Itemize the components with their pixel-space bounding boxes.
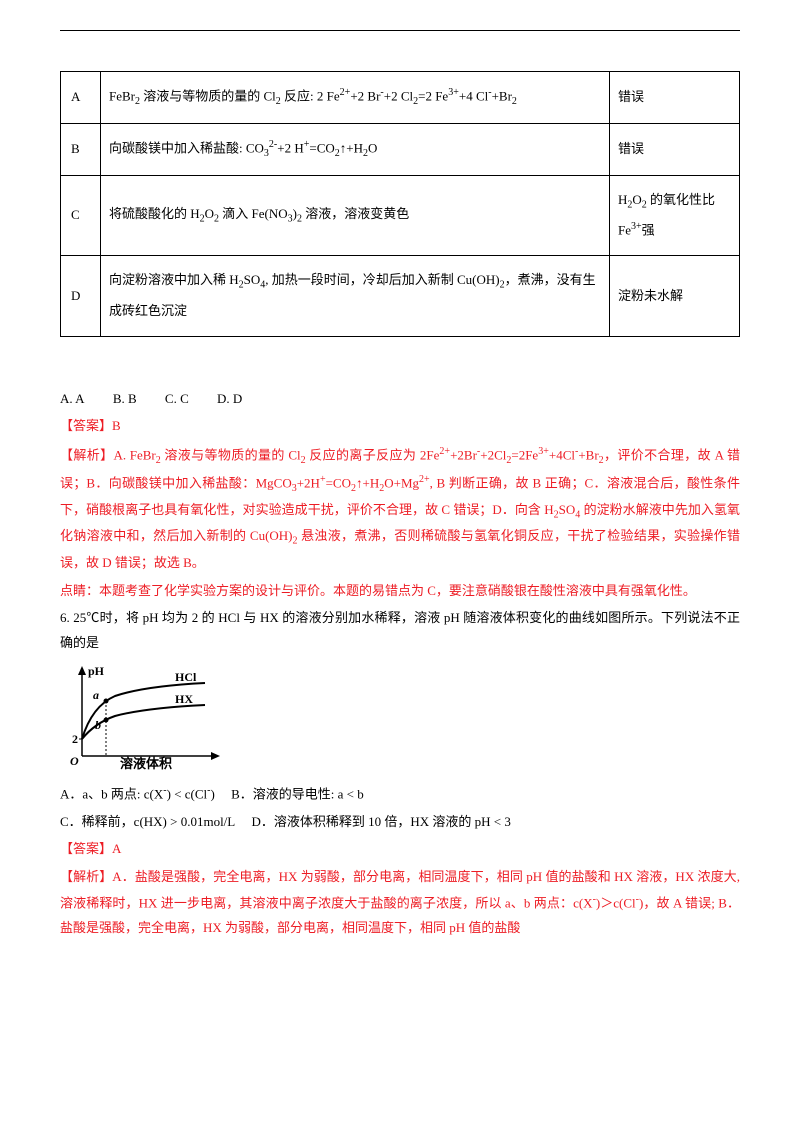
analysis-label: 【解析】: [60, 447, 114, 462]
answer-options: A. A B. B C. C D. D: [60, 387, 740, 412]
curve-hx-label: HX: [175, 692, 193, 706]
option-d: D. D: [217, 391, 242, 406]
table-row: C 将硫酸酸化的 H2O2 滴入 Fe(NO3)2 溶液，溶液变黄色 H2O2 …: [61, 175, 740, 256]
option-b: B. B: [113, 391, 137, 406]
page-top-rule: [60, 30, 740, 31]
row-label: D: [61, 256, 101, 336]
table-row: D 向淀粉溶液中加入稀 H2SO4, 加热一段时间，冷却后加入新制 Cu(OH)…: [61, 256, 740, 336]
option-a: A. A: [60, 391, 85, 406]
q6-options-line1: A．a、b 两点: c(X-) < c(Cl-) B．溶液的导电性: a < b: [60, 781, 740, 807]
point-b-label: b: [95, 718, 101, 732]
row-desc: 向淀粉溶液中加入稀 H2SO4, 加热一段时间，冷却后加入新制 Cu(OH)2，…: [101, 256, 610, 336]
row-result: 淀粉未水解: [610, 256, 740, 336]
analysis-text: 【解析】A. FeBr2 溶液与等物质的量的 Cl2 反应的离子反应为 2Fe2…: [60, 442, 740, 576]
row-desc: 将硫酸酸化的 H2O2 滴入 Fe(NO3)2 溶液，溶液变黄色: [101, 175, 610, 256]
row-result: 错误: [610, 72, 740, 124]
curve-hcl-label: HCl: [175, 670, 197, 684]
row-result: H2O2 的氧化性比 Fe3+强: [610, 175, 740, 256]
table-row: B 向碳酸镁中加入稀盐酸: CO32-+2 H+=CO2↑+H2O 错误: [61, 123, 740, 175]
row-label: B: [61, 123, 101, 175]
experiment-table: A FeBr2 溶液与等物质的量的 Cl2 反应: 2 Fe2++2 Br-+2…: [60, 71, 740, 337]
row-label: C: [61, 175, 101, 256]
question-6: 6. 25℃时，将 pH 均为 2 的 HCl 与 HX 的溶液分别加水稀释，溶…: [60, 606, 740, 655]
q6-answer: 【答案】A: [60, 837, 740, 862]
origin-label: O: [70, 754, 79, 768]
y-axis-label: pH: [88, 664, 105, 678]
row-desc: 向碳酸镁中加入稀盐酸: CO32-+2 H+=CO2↑+H2O: [101, 123, 610, 175]
y-tick-2: 2: [72, 732, 78, 746]
x-axis-label: 溶液体积: [120, 756, 172, 771]
analysis-label-2: 【解析】: [60, 869, 112, 884]
ph-chart: 2 O pH 溶液体积 HCl HX a b: [60, 661, 230, 771]
note-text: 点睛：本题考查了化学实验方案的设计与评价。本题的易错点为 C，要注意硝酸银在酸性…: [60, 579, 740, 604]
point-a-label: a: [93, 688, 99, 702]
option-c: C. C: [165, 391, 189, 406]
answer-label: 【答案】B: [60, 414, 740, 439]
q6-options-line2: C．稀释前，c(HX) > 0.01mol/L D．溶液体积稀释到 10 倍，H…: [60, 810, 740, 835]
row-desc: FeBr2 溶液与等物质的量的 Cl2 反应: 2 Fe2++2 Br-+2 C…: [101, 72, 610, 124]
table-row: A FeBr2 溶液与等物质的量的 Cl2 反应: 2 Fe2++2 Br-+2…: [61, 72, 740, 124]
row-result: 错误: [610, 123, 740, 175]
q6-analysis: 【解析】A．盐酸是强酸，完全电离，HX 为弱酸，部分电离，相同温度下，相同 pH…: [60, 865, 740, 940]
row-label: A: [61, 72, 101, 124]
